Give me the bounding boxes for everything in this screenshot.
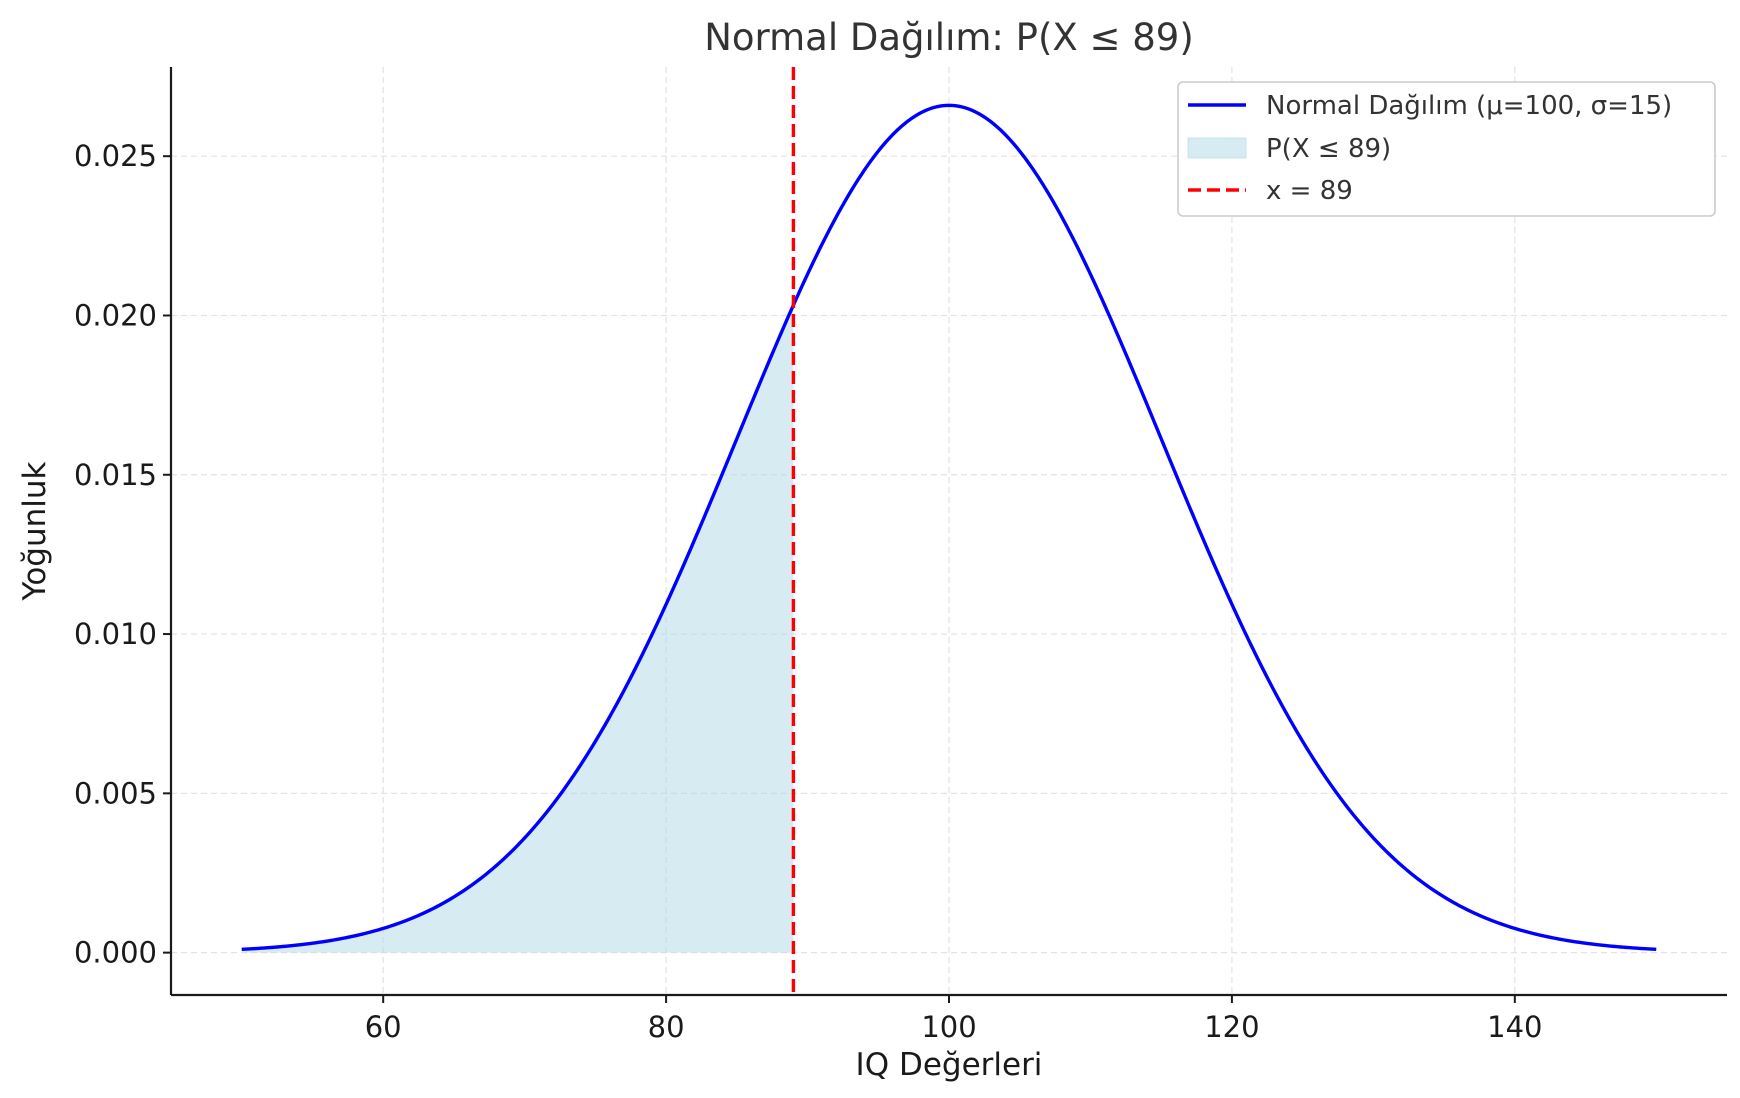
grid [171, 67, 1727, 995]
y-tick-label: 0.020 [74, 298, 157, 332]
legend-label-curve: Normal Dağılım (μ=100, σ=15) [1266, 91, 1672, 121]
legend-frame [1177, 81, 1716, 217]
y-tick-label: 0.010 [74, 617, 157, 651]
y-tick-label: 0.025 [74, 139, 157, 173]
y-axis-title: Yoğunluk [17, 461, 53, 601]
chart-title: Normal Dağılım: P(X ≤ 89) [704, 16, 1194, 59]
y-tick-label: 0.015 [74, 458, 157, 492]
legend-label-vline: x = 89 [1266, 176, 1353, 206]
legend: Normal Dağılım (μ=100, σ=15) P(X ≤ 89) x… [1177, 81, 1716, 217]
x-tick-label: 120 [1204, 1010, 1259, 1044]
shaded-area [241, 305, 794, 953]
y-tick-label: 0.005 [74, 776, 157, 810]
legend-swatch-area [1187, 137, 1247, 159]
density-curve [241, 103, 1657, 952]
y-tick-label: 0.000 [74, 936, 157, 970]
x-tick-label: 100 [921, 1010, 976, 1044]
x-axis-title: IQ Değerleri [856, 1047, 1043, 1083]
legend-label-area: P(X ≤ 89) [1266, 134, 1391, 164]
x-tick-label: 80 [648, 1010, 685, 1044]
x-tick-label: 60 [365, 1010, 402, 1044]
x-tick-label: 140 [1487, 1010, 1542, 1044]
y-axis-ticks: 0.000 0.005 0.010 0.015 0.020 0.025 [74, 139, 171, 970]
x-axis-ticks: 60 80 100 120 140 [365, 995, 1542, 1044]
